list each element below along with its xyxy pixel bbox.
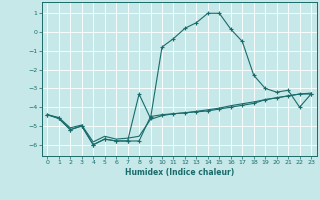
X-axis label: Humidex (Indice chaleur): Humidex (Indice chaleur): [124, 168, 234, 177]
